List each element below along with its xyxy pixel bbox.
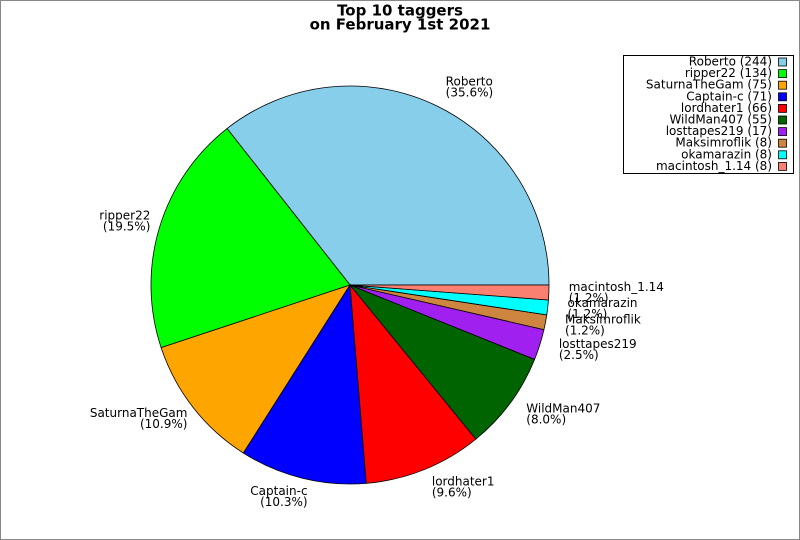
legend-label: lordhater1 (66): [681, 101, 772, 115]
legend-label: SaturnaTheGam (75): [646, 78, 772, 92]
pie-slice: [226, 85, 550, 286]
slice-label: Maksimroflik: [565, 313, 641, 327]
legend-swatch: [778, 92, 787, 102]
slice-label: ripper22: [99, 208, 150, 222]
legend-swatch: [778, 138, 787, 148]
slice-value-label: (19.5%): [103, 219, 150, 233]
pie-slice: [349, 284, 536, 440]
slice-label: macintosh_1.14: [569, 280, 664, 294]
legend-swatch: [778, 161, 787, 171]
legend-label: Maksimroflik (8): [675, 136, 772, 150]
slice-value-label: (10.3%): [260, 495, 307, 509]
pie-slice: [349, 283, 477, 484]
legend-swatch: [778, 57, 787, 67]
slice-value-label: (10.9%): [140, 417, 187, 431]
legend-label: Captain-c (71): [686, 89, 772, 103]
slice-value-label: (1.2%): [569, 291, 609, 305]
slice-value-label: (35.6%): [446, 86, 493, 100]
legend-swatch: [778, 80, 787, 90]
legend-label: ripper22 (134): [685, 66, 772, 80]
pie-slice: [349, 284, 550, 301]
slice-label: losttapes219: [559, 337, 637, 351]
legend-label: macintosh_1.14 (8): [656, 159, 772, 173]
slice-label: okamarazin: [568, 296, 638, 310]
legend-label: Roberto (244): [689, 55, 772, 69]
slice-value-label: (8.0%): [526, 412, 566, 426]
slice-label: WildMan407: [526, 401, 600, 415]
legend-swatch: [778, 127, 787, 136]
legend-box: [623, 55, 794, 174]
legend-label: okamarazin (8): [681, 147, 772, 161]
pie-slice: [150, 127, 351, 349]
legend-swatch: [778, 150, 787, 160]
pie-slice: [242, 283, 367, 485]
slice-value-label: (1.2%): [565, 324, 605, 338]
slice-label: Captain-c: [250, 484, 307, 498]
slice-label: lordhater1: [432, 475, 495, 489]
slice-value-label: (1.2%): [568, 307, 608, 321]
legend-label: losttapes219 (17): [666, 124, 772, 138]
pie-slice: [160, 284, 351, 454]
legend-swatch: [778, 104, 787, 113]
legend-swatch: [778, 115, 787, 125]
chart-title: Top 10 taggers: [337, 2, 463, 20]
legend-swatch: [778, 69, 787, 78]
slice-label: Roberto: [446, 75, 493, 89]
slice-label: SaturnaTheGam: [90, 406, 188, 420]
legend-label: WildMan407 (55): [669, 113, 772, 127]
slice-value-label: (9.6%): [432, 486, 472, 500]
chart-subtitle: on February 1st 2021: [310, 16, 491, 34]
slice-value-label: (2.5%): [559, 348, 599, 362]
